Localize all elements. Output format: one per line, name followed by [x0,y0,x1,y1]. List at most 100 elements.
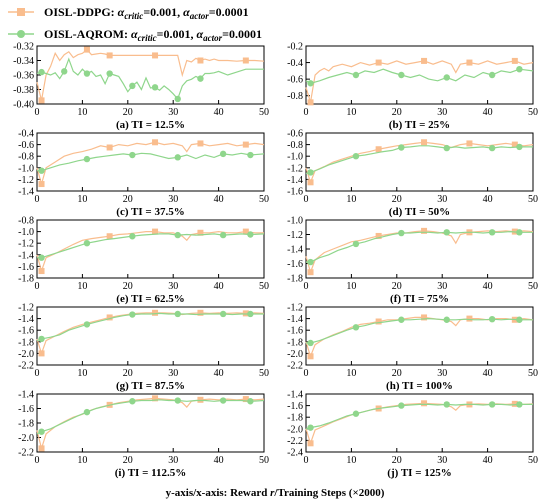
subplot-grid: -0.32-0.34-0.36-0.38-0.400 10 20 30 40 50(a) … [13,42,538,480]
y-tick-label: -0.40 [13,100,34,111]
y-tick-label: -0.2 [287,42,303,53]
x-tick-label: 50 [259,368,269,379]
x-tick-label: 40 [214,368,224,379]
aqrom-marker [174,310,181,318]
x-tick-label: 20 [123,281,133,292]
plot-frame [305,306,534,366]
aqrom-marker [352,410,360,417]
ddpg-marker [38,350,45,357]
y-tick-label: -1.6 [287,259,303,270]
series-line-aqrom [36,399,265,435]
ddpg-marker [83,46,90,53]
ddpg-marker [38,181,45,188]
aqrom-marker [307,339,314,347]
x-tick-label: 40 [483,281,493,292]
y-tick-label: -0.8 [287,91,303,102]
y-tick-label: -2.2 [18,361,34,372]
x-tick-label: 40 [214,107,224,118]
x-tick-label: 10 [346,368,356,379]
y-tick-label: -0.4 [287,58,303,69]
aqrom-marker [488,401,496,408]
ddpg-marker [152,52,159,59]
aqrom-marker [516,143,523,151]
aqrom-marker [516,316,523,323]
plot-frame [305,45,534,105]
aqrom-marker [38,167,45,174]
x-tick-label: 30 [437,281,447,292]
subplot-caption: (i) TI = 112.5% [115,467,186,479]
ddpg-marker [242,228,249,235]
y-tick-label: -0.6 [18,140,34,151]
x-tick-label: 10 [77,281,87,292]
x-tick-label: 20 [392,194,402,205]
aqrom-marker [219,310,227,318]
y-tick-label: -1.4 [287,245,303,256]
y-tick-label: -0.6 [287,75,303,86]
x-tick-label: 0 [35,107,40,118]
y-tick-label: -1.8 [18,337,34,348]
ddpg-marker [152,309,159,316]
ddpg-marker [511,400,518,407]
subplot-d: -0.6-0.8-1.0-1.2-1.4-1.60 10 20 30 40 50 (d) T… [287,129,538,219]
ddpg-marker [106,314,113,321]
x-tick-label: 10 [346,455,356,466]
subplot-b: -0.2 -0.4 -0.6 -0.80 10 20 30 40 50 (b) TI = 25% [287,42,538,132]
ddpg-marker [242,141,249,148]
series-line-ddpg [36,141,265,187]
aqrom-marker [106,70,113,77]
series-line-aqrom [305,403,533,430]
subplot-caption: (j) TI = 125% [387,467,451,479]
y-tick-label: -1.4 [18,187,34,198]
legend-ddpg-text: OISL-DDPG: αcritic=0.001, αactor=0.0001 [44,5,249,21]
y-tick-label: -1.4 [18,250,34,261]
x-tick-label: 10 [346,281,356,292]
y-tick-label: -1.8 [287,413,303,424]
subplot-a: -0.32 -0.34 -0.36 -0.38 -0.400 10 20 30 40 50 (a) … [13,42,269,132]
aqrom-marker [443,144,450,152]
x-tick-label: 40 [483,107,493,118]
y-tick-label: -1.2 [18,303,34,314]
y-tick-label: -1.6 [287,187,303,198]
aqrom-marker [443,229,450,236]
x-tick-label: 30 [168,194,178,205]
y-tick-label: -1.6 [287,401,303,412]
ddpg-marker [242,310,249,317]
aqrom-marker [247,231,254,238]
aqrom-marker [488,71,496,79]
y-tick-label: -0.8 [18,152,34,163]
ddpg-marker [307,353,314,360]
y-tick-label: -0.32 [13,42,34,53]
aqrom-marker [83,70,91,77]
y-tick-label: -0.6 [287,129,303,140]
aqrom-marker [38,335,45,343]
aqrom-marker [129,151,136,159]
legend-ddpg-marker [17,8,25,16]
aqrom-marker [352,71,360,79]
aqrom-marker [219,150,227,158]
x-tick-label: 10 [77,455,87,466]
y-tick-label: -0.34 [13,56,34,67]
x-tick-label: 50 [528,368,538,379]
ddpg-marker [421,57,428,64]
series-line-ddpg [305,230,534,275]
x-tick-label: 10 [77,368,87,379]
ddpg-marker [152,139,159,146]
y-tick-label: -1.6 [18,262,34,273]
x-tick-label: 50 [259,194,269,205]
ddpg-marker [197,309,204,316]
x-tick-label: 30 [168,281,178,292]
ddpg-marker [38,97,45,104]
aqrom-marker [398,402,405,409]
subplot-i: -1.4 -1.6 -1.8 -2.0 -2.20 10 20 30 40 50 (i) TI = … [18,390,269,480]
legend-aqrom-text: OISL-AQROM: αcritic=0.001, αactor=0.0001 [44,27,262,43]
x-tick-label: 30 [168,368,178,379]
y-tick-label: -1.4 [287,175,303,186]
x-tick-label: 10 [346,107,356,118]
ddpg-marker [375,318,382,325]
x-tick-label: 10 [77,107,87,118]
aqrom-marker [247,310,254,318]
y-tick-label: -1.4 [287,390,303,401]
y-tick-label: -1.2 [18,239,34,250]
ddpg-marker [375,146,382,153]
series-line-aqrom [305,68,534,84]
